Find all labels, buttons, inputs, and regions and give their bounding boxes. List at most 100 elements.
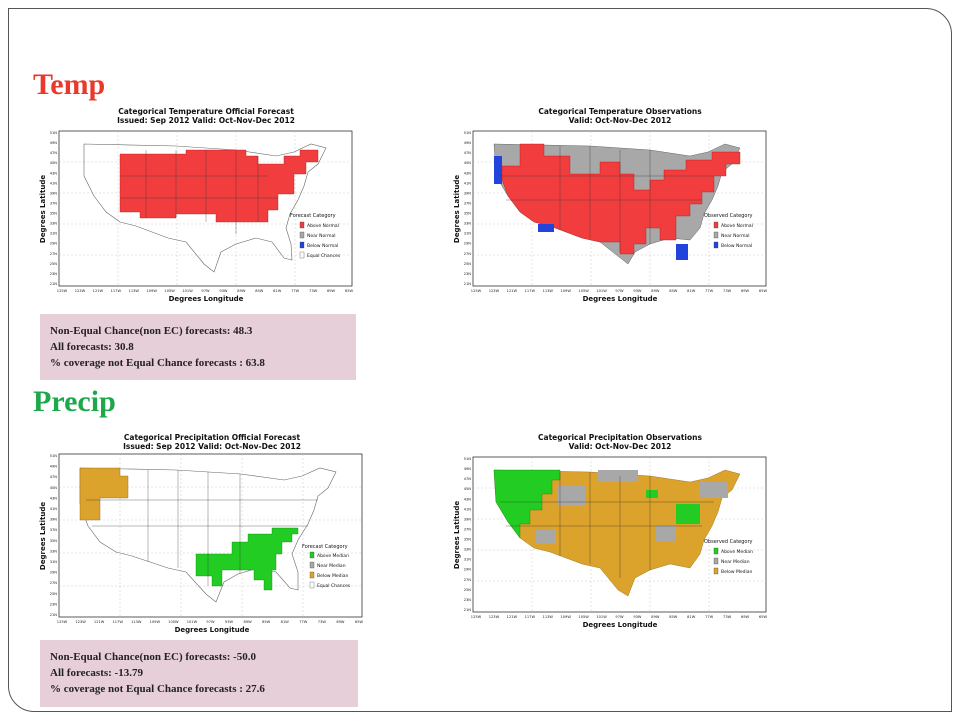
near-median-cell — [558, 486, 586, 506]
near-median-cell — [700, 482, 728, 498]
lat-tick-label: 25N — [50, 592, 58, 596]
lat-tick-label: 47N — [464, 151, 472, 155]
legend-title: Forecast Category — [302, 544, 348, 550]
map-title-line1: Categorical Precipitation Observations — [538, 433, 702, 442]
lon-tick-label: 85W — [262, 620, 271, 624]
legend-swatch-above — [309, 551, 315, 559]
legend-label-near: Near Normal — [307, 233, 335, 239]
lat-tick-labels: 51N 49N 47N 45N 43N 41N 39N 37N 35N 33N 31N 29N 27N 2… — [50, 131, 58, 286]
lon-tick-label: 117W — [111, 289, 122, 293]
legend-swatch-below — [299, 241, 305, 249]
legend-swatch-near — [299, 231, 305, 239]
legend-label-below: Below Median — [317, 573, 348, 579]
lon-tick-label: 113W — [543, 615, 554, 619]
lat-tick-label: 35N — [50, 539, 58, 543]
lat-tick-label: 31N — [464, 558, 472, 562]
lon-tick-label: 101W — [187, 620, 198, 624]
legend-label-above: Above Median — [721, 549, 753, 555]
near-median-cell — [598, 470, 638, 482]
above-median-region — [493, 469, 561, 539]
temp-observed-map: Categorical Temperature Observations Val… — [450, 104, 770, 304]
lon-tick-label: 73W — [309, 289, 318, 293]
lon-tick-label: 97W — [615, 289, 624, 293]
lon-tick-label: 105W — [164, 289, 175, 293]
legend-swatch-ec — [299, 251, 305, 259]
lon-tick-label: 65W — [759, 289, 768, 293]
lon-tick-label: 105W — [578, 289, 589, 293]
lon-tick-label: 69W — [741, 289, 750, 293]
lon-tick-label: 97W — [206, 620, 215, 624]
lon-tick-label: 77W — [291, 289, 300, 293]
lat-tick-label: 49N — [464, 141, 472, 145]
lon-tick-label: 77W — [705, 615, 714, 619]
lon-tick-label: 101W — [182, 289, 193, 293]
lon-tick-label: 113W — [131, 620, 142, 624]
legend-title: Observed Category — [704, 539, 753, 545]
lat-tick-label: 27N — [464, 578, 472, 582]
lat-tick-label: 45N — [50, 486, 58, 490]
lat-tick-label: 35N — [50, 212, 58, 216]
lon-tick-label: 89W — [651, 615, 660, 619]
lat-tick-label: 43N — [464, 497, 472, 501]
lon-tick-labels: 125W 123W 121W 117W 113W 109W 105W 101W 97W 93W 89… — [471, 289, 768, 293]
xlabel: Degrees Longitude — [583, 295, 658, 303]
legend-label-above: Above Normal — [721, 223, 753, 229]
lat-tick-label: 43N — [464, 171, 472, 175]
below-normal-cell — [538, 224, 554, 232]
lat-tick-label: 21N — [50, 613, 58, 617]
us-outline — [83, 143, 327, 273]
lon-tick-label: 77W — [705, 289, 714, 293]
lat-tick-label: 33N — [50, 549, 58, 553]
map-title-line1: Categorical Precipitation Official Forec… — [124, 433, 301, 442]
lat-tick-label: 27N — [464, 252, 472, 256]
lon-tick-label: 105W — [168, 620, 179, 624]
lat-tick-label: 47N — [464, 477, 472, 481]
ylabel: Degrees Latitude — [453, 175, 461, 243]
lat-tick-label: 29N — [50, 242, 58, 246]
stats-line-all: All forecasts: -13.79 — [50, 667, 143, 679]
lon-tick-label: 89W — [244, 620, 253, 624]
lat-tick-label: 29N — [50, 571, 58, 575]
temp-heading: Temp — [33, 68, 106, 101]
lon-tick-label: 97W — [615, 615, 624, 619]
lat-tick-labels: 51N 49N 47N 45N 43N 41N 39N 37N 35N 33N 31N 29N 27N 2… — [464, 457, 472, 612]
lat-tick-label: 51N — [50, 131, 58, 135]
lon-tick-label: 125W — [471, 289, 482, 293]
lat-tick-label: 45N — [464, 487, 472, 491]
near-median-cell — [656, 526, 676, 542]
lat-tick-label: 33N — [464, 548, 472, 552]
lat-tick-label: 35N — [464, 212, 472, 216]
lon-tick-label: 121W — [507, 615, 518, 619]
legend-label-below: Below Normal — [721, 243, 752, 249]
legend-swatch-near — [713, 557, 719, 565]
legend-label-ec: Equal Chances — [307, 253, 341, 259]
lat-tick-label: 35N — [464, 538, 472, 542]
lat-tick-label: 41N — [464, 181, 472, 185]
lat-tick-label: 45N — [50, 161, 58, 165]
state-borders — [500, 472, 714, 578]
lon-tick-label: 85W — [669, 615, 678, 619]
lat-tick-label: 49N — [50, 141, 58, 145]
lon-tick-labels: 125W 123W 121W 117W 113W 109W 105W 101W 97W 93W 89… — [471, 615, 768, 619]
above-normal-region — [501, 143, 741, 255]
lat-tick-label: 47N — [50, 151, 58, 155]
lon-tick-label: 121W — [93, 289, 104, 293]
legend-title: Observed Category — [704, 213, 753, 219]
lon-tick-label: 81W — [687, 615, 696, 619]
lat-tick-label: 37N — [464, 527, 472, 531]
lon-tick-label: 65W — [345, 289, 354, 293]
lon-tick-label: 125W — [57, 289, 68, 293]
lat-tick-label: 33N — [464, 222, 472, 226]
state-borders — [120, 150, 278, 234]
lat-tick-label: 41N — [50, 181, 58, 185]
lon-tick-label: 123W — [489, 615, 500, 619]
lon-tick-label: 117W — [112, 620, 123, 624]
lon-tick-label: 121W — [507, 289, 518, 293]
lat-tick-label: 37N — [464, 201, 472, 205]
lat-tick-label: 21N — [50, 282, 58, 286]
lat-tick-label: 39N — [50, 518, 58, 522]
lon-tick-label: 123W — [489, 289, 500, 293]
lat-tick-labels: 51N 49N 47N 45N 43N 41N 39N 37N 35N 33N 31N 29N 27N 2… — [50, 454, 58, 617]
precip-heading: Precip — [33, 385, 116, 418]
above-median-region — [195, 527, 299, 591]
